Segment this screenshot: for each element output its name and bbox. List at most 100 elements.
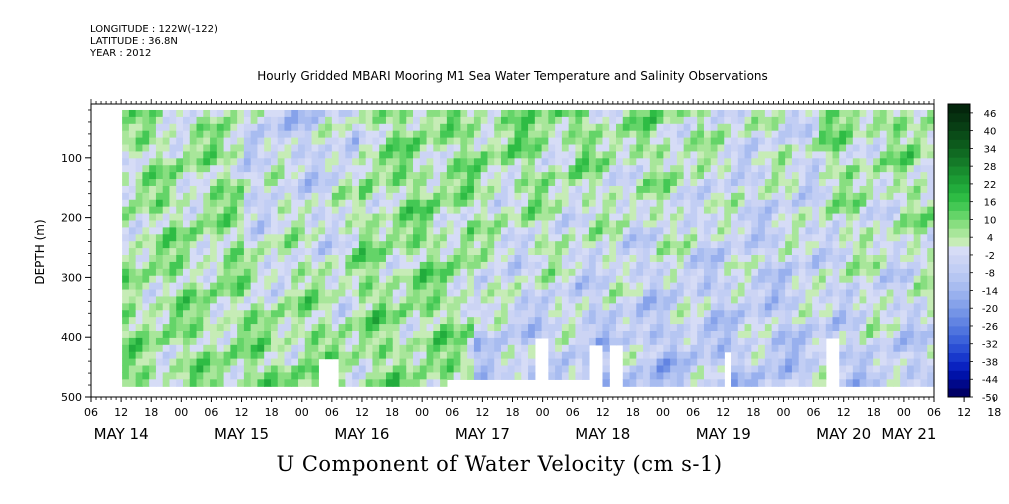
heatmap-cell <box>528 365 536 374</box>
heatmap-cell <box>169 185 177 194</box>
heatmap-cell <box>710 317 719 325</box>
heatmap-cell <box>649 234 658 242</box>
heatmap-cell <box>521 241 529 249</box>
heatmap-cell <box>473 351 482 360</box>
heatmap-cell <box>237 137 245 146</box>
heatmap-cell <box>798 130 807 139</box>
heatmap-cell <box>846 324 854 332</box>
heatmap-cell <box>372 344 380 353</box>
heatmap-cell <box>277 330 286 339</box>
heatmap-cell <box>622 330 631 339</box>
heatmap-cell <box>406 358 414 367</box>
heatmap-cell <box>649 144 658 153</box>
heatmap-cell <box>507 372 516 380</box>
heatmap-cell <box>717 330 725 339</box>
heatmap-cell <box>135 275 144 284</box>
heatmap-cell <box>697 185 705 194</box>
heatmap-cell <box>453 109 461 118</box>
heatmap-cell <box>703 199 712 208</box>
heatmap-cell <box>413 344 421 353</box>
heatmap-cell <box>169 275 177 284</box>
heatmap-cell <box>453 241 461 249</box>
heatmap-cell <box>737 227 746 235</box>
heatmap-cell <box>304 324 313 332</box>
heatmap-cell <box>879 151 888 159</box>
heatmap-cell <box>588 234 597 242</box>
heatmap-cell <box>791 172 800 180</box>
heatmap-cell <box>636 227 644 235</box>
heatmap-cell <box>385 151 394 159</box>
heatmap-cell <box>500 116 509 125</box>
heatmap-cell <box>744 172 752 180</box>
heatmap-cell <box>873 365 881 374</box>
heatmap-cell <box>852 123 861 132</box>
heatmap-cell <box>446 282 455 291</box>
heatmap-cell <box>541 130 549 139</box>
heatmap-cell <box>480 144 489 153</box>
heatmap-cell <box>338 109 346 118</box>
heatmap-cell <box>920 109 928 118</box>
heatmap-cell <box>622 282 631 291</box>
heatmap-cell <box>758 185 766 194</box>
heatmap-cell <box>595 144 604 153</box>
heatmap-cell <box>345 130 353 139</box>
heatmap-cell <box>433 330 441 339</box>
heatmap-cell <box>216 151 225 159</box>
heatmap-cell <box>155 365 164 374</box>
heatmap-cell <box>162 372 171 380</box>
heatmap-cell <box>284 144 292 153</box>
heatmap-cell <box>413 268 421 277</box>
heatmap-cell <box>528 248 536 256</box>
heatmap-cell <box>697 206 705 215</box>
heatmap-cell <box>311 261 319 270</box>
heatmap-cell <box>162 158 171 166</box>
heatmap-cell <box>676 358 685 367</box>
heatmap-cell <box>365 151 374 159</box>
heatmap-cell <box>379 248 387 256</box>
heatmap-cell <box>122 109 130 118</box>
heatmap-cell <box>798 172 807 180</box>
heatmap-cell <box>521 261 529 270</box>
heatmap-cell <box>270 310 279 318</box>
heatmap-cell <box>514 185 522 194</box>
heatmap-cell <box>406 330 414 339</box>
heatmap-cell <box>602 248 610 256</box>
heatmap-cell <box>805 151 813 159</box>
heatmap-cell <box>433 220 441 228</box>
heatmap-cell <box>494 358 502 367</box>
heatmap-cell <box>561 282 570 291</box>
heatmap-cell <box>257 310 265 318</box>
heatmap-cell <box>352 337 360 346</box>
heatmap-cell <box>176 337 184 346</box>
heatmap-cell <box>690 130 698 139</box>
heatmap-cell <box>419 261 428 270</box>
heatmap-cell <box>927 310 935 318</box>
heatmap-cell <box>176 206 184 215</box>
heatmap-cell <box>906 248 915 256</box>
heatmap-cell <box>846 241 854 249</box>
heatmap-cell <box>331 109 340 118</box>
heatmap-cell <box>636 116 644 125</box>
heatmap-cell <box>413 227 421 235</box>
heatmap-cell <box>270 324 279 332</box>
heatmap-cell <box>142 372 150 380</box>
heatmap-cell <box>426 372 434 380</box>
heatmap-cell <box>771 324 779 332</box>
heatmap-cell <box>176 213 184 222</box>
heatmap-cell <box>216 337 225 346</box>
heatmap-cell <box>500 282 509 291</box>
heatmap-cell <box>771 137 779 146</box>
heatmap-cell <box>419 151 428 159</box>
heatmap-cell <box>791 275 800 284</box>
heatmap-cell <box>122 344 130 353</box>
heatmap-cell <box>555 330 563 339</box>
heatmap-cell <box>446 213 455 222</box>
heatmap-cell <box>467 261 475 270</box>
heatmap-cell <box>879 379 888 387</box>
heatmap-cell <box>710 344 719 353</box>
heatmap-cell <box>433 324 441 332</box>
heatmap-cell <box>758 296 766 304</box>
heatmap-cell <box>649 268 658 277</box>
heatmap-cell <box>352 144 360 153</box>
